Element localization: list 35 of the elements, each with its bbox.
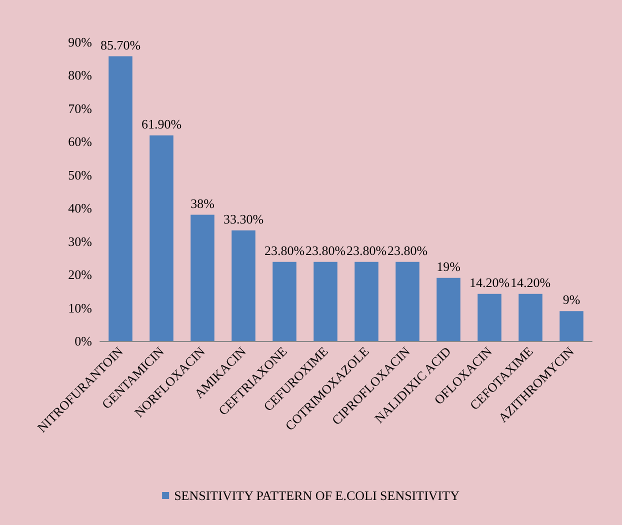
bar — [518, 294, 542, 341]
bar — [150, 135, 174, 341]
bar — [354, 262, 378, 341]
bar — [190, 214, 214, 341]
data-label: 23.80% — [346, 242, 387, 258]
y-tick-label: 30% — [68, 234, 92, 249]
bar — [478, 294, 502, 341]
data-label: 33.30% — [223, 211, 264, 226]
data-label: 61.90% — [141, 116, 182, 132]
data-label: 23.80% — [387, 242, 428, 258]
bar — [314, 262, 338, 341]
y-tick-label: 60% — [68, 134, 92, 150]
data-label: 14.20% — [510, 274, 551, 290]
bar — [272, 262, 296, 341]
y-tick-label: 70% — [68, 100, 92, 116]
bar — [108, 56, 132, 341]
bar — [396, 262, 420, 341]
y-tick-label: 90% — [68, 34, 92, 50]
legend-label: SENSITIVITY PATTERN OF E.COLI SENSITIVITY — [174, 488, 460, 503]
data-label: 14.20% — [469, 274, 510, 290]
data-label: 85.70% — [100, 37, 141, 52]
y-tick-label: 10% — [68, 300, 92, 316]
data-label: 23.80% — [305, 242, 346, 258]
y-tick-label: 50% — [68, 167, 92, 182]
bar — [436, 278, 460, 341]
bar — [232, 230, 256, 341]
data-label: 38% — [190, 196, 215, 211]
y-tick-label: 20% — [68, 267, 92, 282]
y-tick-label: 40% — [68, 200, 92, 216]
y-tick-label: 80% — [68, 68, 92, 83]
data-label: 19% — [436, 258, 461, 274]
data-label: 23.80% — [264, 242, 305, 258]
y-tick-label: 0% — [74, 334, 92, 348]
bar — [560, 311, 584, 341]
data-label: 9% — [562, 292, 580, 308]
